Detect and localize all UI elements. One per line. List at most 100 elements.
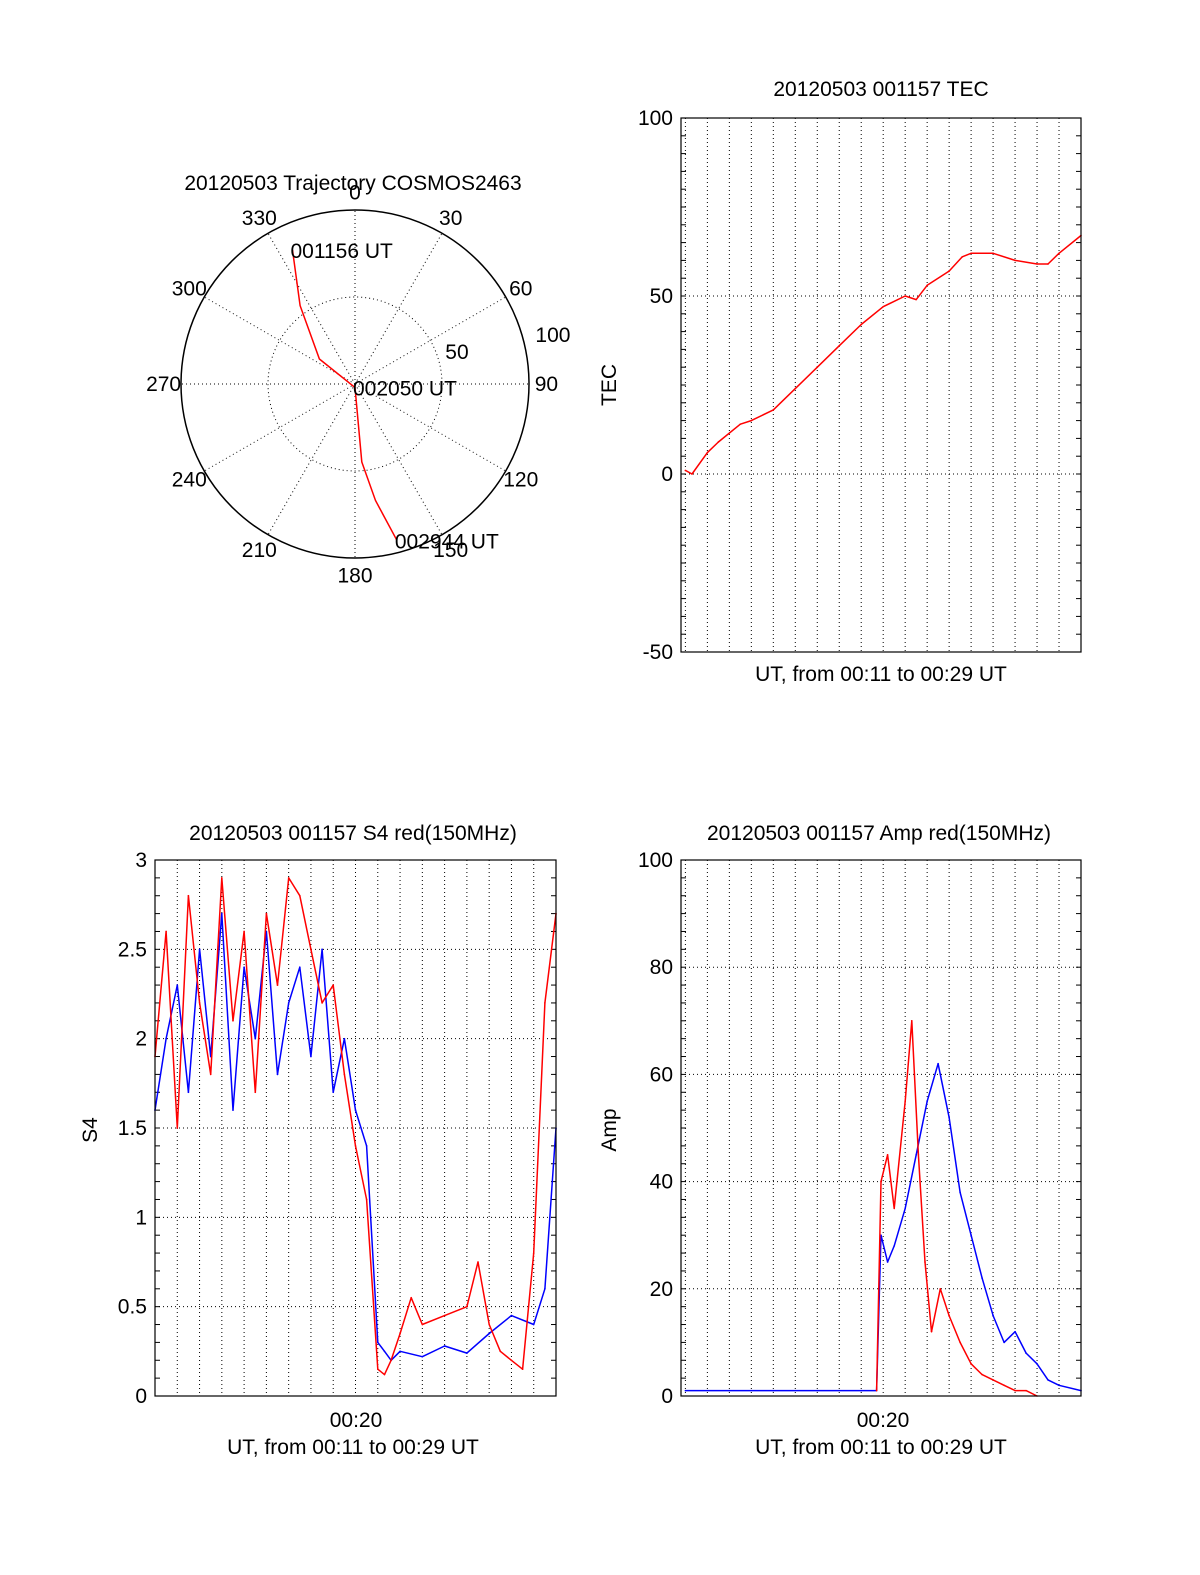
s4-data-point [532, 1323, 535, 1326]
s4-ytick-label: 2 [135, 1028, 147, 1051]
s4-plot: 0 0.5 1 1.5 2 2.5 3 [118, 849, 557, 1408]
amp-ytick-label: 40 [650, 1171, 673, 1194]
trajectory-panel: 20120503 Trajectory COSMOS2463 0 30 60 90 12… [146, 172, 570, 587]
amp-data-point [875, 1389, 878, 1392]
tec-data-point [816, 366, 819, 369]
polar-spoke [354, 296, 506, 385]
s4-data-point [221, 877, 223, 879]
amp-data-point [904, 1100, 906, 1102]
amp-data-point [948, 1116, 950, 1119]
amp-data-point [981, 1373, 983, 1376]
tec-axes-frame [680, 117, 1082, 653]
s4-data-point [243, 966, 245, 968]
s4-ytick-label: 1 [135, 1206, 147, 1229]
amp-data-point [860, 1389, 863, 1392]
trajectory-plot: 0 30 60 90 120 150 180 210 240 270 300 330 50 100 0011… [146, 182, 570, 588]
amp-axes-frame [680, 859, 1082, 1397]
amp-data-point [992, 1314, 994, 1317]
tec-data-point [926, 284, 928, 287]
s4-data-point [383, 1373, 386, 1376]
amp-data-point [937, 1062, 939, 1065]
amp-data-point [970, 1363, 972, 1365]
amp-ytick-label: 60 [650, 1063, 673, 1086]
amp-data-point [904, 1207, 906, 1210]
tec-data-point [1058, 252, 1060, 255]
polar-angle-label: 240 [172, 469, 207, 492]
amp-plot: 0 20 40 60 80 100 [638, 849, 1082, 1408]
polar-angle-label: 210 [242, 539, 277, 562]
tec-data-point [794, 387, 797, 390]
tec-data-point [684, 469, 687, 472]
s4-data-point [343, 1037, 346, 1040]
polar-spoke [204, 383, 356, 472]
amp-data-point [886, 1154, 889, 1156]
tec-ytick-label: -50 [643, 641, 673, 664]
amp-data-point [816, 1389, 819, 1392]
s4-data-point [287, 1002, 290, 1004]
amp-data-point [924, 1261, 926, 1263]
polar-angle-label: 270 [146, 373, 181, 396]
polar-angle-label: 120 [503, 469, 538, 492]
s4-data-point [176, 984, 179, 986]
tec-data-point [739, 423, 742, 425]
tec-data-point [1014, 259, 1016, 262]
tec-title: 20120503 001157 TEC [773, 78, 988, 101]
s4-data-point [243, 930, 245, 933]
polar-angle-label: 150 [433, 539, 468, 562]
amp-data-point [959, 1191, 961, 1194]
polar-time-annotation: 001156 UT [290, 240, 393, 263]
amp-data-point [1036, 1363, 1038, 1365]
tec-ytick-label: 50 [650, 285, 673, 308]
s4-data-point [443, 1314, 446, 1317]
s4-data-point [343, 1073, 346, 1076]
tec-data-point [904, 295, 906, 297]
s4-data-point [510, 1314, 513, 1317]
tec-ylabel: TEC [598, 364, 621, 406]
s4-data-point [287, 877, 290, 879]
s4-data-point [321, 948, 323, 951]
s4-data-point [310, 948, 312, 951]
s4-data-point [510, 1359, 513, 1362]
amp-data-point [1047, 1379, 1049, 1381]
polar-spoke [354, 233, 443, 385]
amp-data-point [772, 1389, 775, 1392]
s4-ytick-label: 3 [135, 849, 147, 872]
amp-data-point [1025, 1352, 1027, 1354]
s4-data-point [466, 1352, 468, 1354]
tec-data-point [915, 298, 917, 301]
polar-radial-grid [267, 296, 443, 472]
tec-data-point [860, 323, 863, 326]
s4-data-point [299, 894, 301, 897]
s4-data-point [443, 1345, 446, 1347]
trajectory-title: 20120503 Trajectory COSMOS2463 [184, 172, 521, 195]
amp-ytick-label: 20 [650, 1278, 673, 1301]
amp-xlabel: UT, from 00:11 to 00:29 UT [755, 1436, 1007, 1459]
polar-angle-label: 0 [349, 182, 361, 205]
polar-radial-label: 50 [445, 341, 468, 364]
tec-data-point [706, 451, 709, 454]
tec-data-point [717, 441, 720, 443]
s4-data-point [376, 1341, 379, 1344]
tec-xlabel: UT, from 00:11 to 00:29 UT [755, 663, 1007, 686]
s4-data-point [376, 1368, 379, 1370]
amp-data-point [880, 1180, 882, 1183]
amp-data-point [1003, 1384, 1005, 1387]
amp-data-point [970, 1234, 972, 1236]
s4-data-point [383, 1350, 386, 1353]
s4-data-point [276, 984, 279, 986]
amp-series-line-1 [875, 1020, 1038, 1397]
amp-data-point [939, 1288, 942, 1290]
polar-angle-label: 30 [439, 207, 462, 230]
s4-axes-frame [154, 859, 557, 1397]
s4-data-point [466, 1305, 468, 1308]
amp-data-point [917, 1154, 920, 1156]
s4-data-point [390, 1359, 392, 1362]
amp-data-point [948, 1314, 950, 1317]
polar-time-annotation: 002050 UT [353, 377, 457, 400]
polar-angle-label: 90 [535, 373, 558, 396]
s4-ylabel: S4 [79, 1117, 102, 1143]
amp-data-point [915, 1154, 917, 1156]
s4-data-point [365, 1198, 368, 1201]
amp-data-point [910, 1020, 913, 1022]
